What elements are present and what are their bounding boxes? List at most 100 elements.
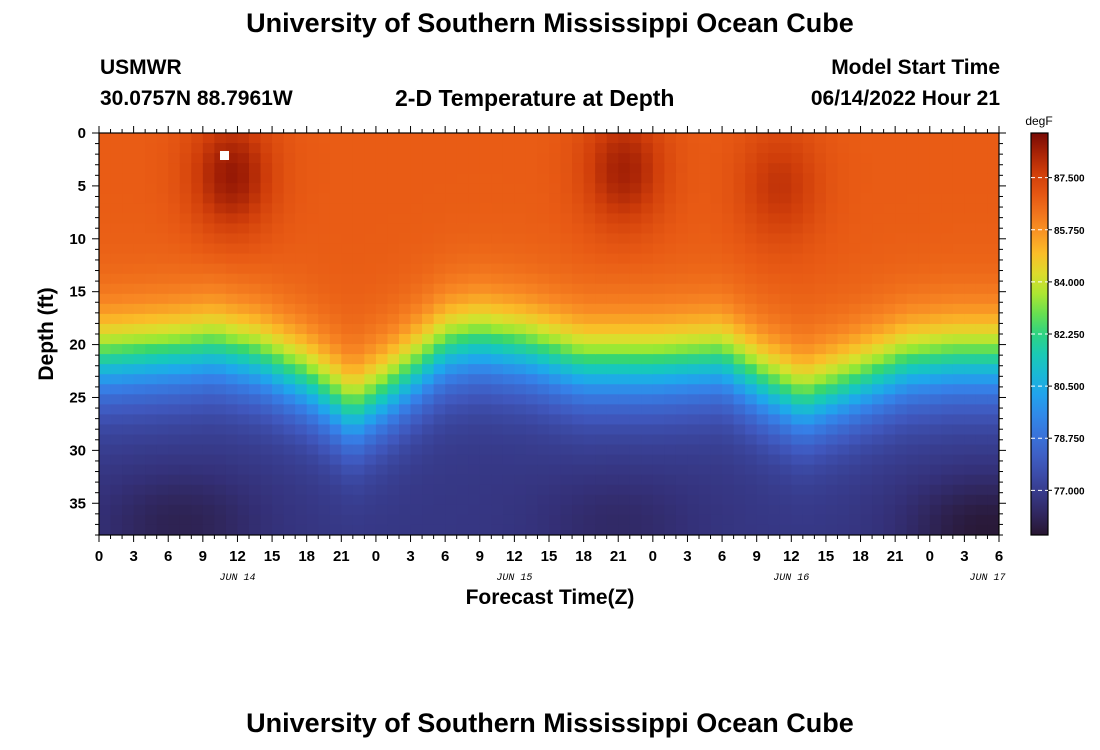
heatmap-cell: [491, 303, 504, 315]
heatmap-cell: [99, 444, 112, 456]
heatmap-cell: [664, 223, 677, 235]
heatmap-cell: [283, 303, 296, 315]
heatmap-cell: [895, 374, 908, 385]
heatmap-cell: [514, 454, 527, 466]
heatmap-cell: [479, 323, 492, 335]
heatmap-cell: [110, 334, 123, 345]
heatmap-cell: [987, 484, 999, 496]
heatmap-cell: [572, 253, 585, 265]
heatmap-cell: [122, 243, 135, 255]
heatmap-cell: [918, 273, 931, 285]
heatmap-cell: [595, 283, 608, 295]
heatmap-cell: [733, 444, 746, 456]
heatmap-cell: [595, 374, 608, 385]
heatmap-cell: [641, 183, 654, 194]
heatmap-cell: [364, 394, 377, 405]
heatmap-cell: [560, 374, 573, 385]
heatmap-cell: [849, 394, 862, 405]
heatmap-cell: [929, 163, 942, 174]
heatmap-cell: [295, 303, 308, 315]
heatmap-cell: [364, 313, 377, 325]
heatmap-cell: [110, 344, 123, 355]
heatmap-cell: [606, 173, 619, 184]
heatmap-cell: [110, 143, 123, 154]
heatmap-cell: [352, 464, 365, 476]
heatmap-cell: [295, 223, 308, 235]
heatmap-cell: [549, 283, 562, 295]
heatmap-cell: [214, 484, 227, 496]
heatmap-cell: [883, 404, 896, 415]
heatmap-cell: [906, 484, 919, 496]
heatmap-cell: [791, 384, 804, 395]
heatmap-cell: [791, 303, 804, 315]
heatmap-cell: [652, 163, 665, 174]
heatmap-cell: [906, 394, 919, 405]
heatmap-cell: [433, 253, 446, 265]
heatmap-cell: [110, 283, 123, 295]
heatmap-cell: [918, 193, 931, 204]
heatmap-cell: [722, 323, 735, 335]
heatmap-cell: [352, 454, 365, 466]
heatmap-cell: [237, 263, 250, 275]
heatmap-cell: [549, 504, 562, 516]
heatmap-cell: [941, 484, 954, 496]
x-tick-label: 18: [575, 548, 592, 565]
heatmap-cell: [179, 374, 192, 385]
x-tick-label: 6: [164, 548, 172, 565]
heatmap-cell: [202, 474, 215, 486]
heatmap-cell: [710, 133, 723, 144]
heatmap-cell: [849, 193, 862, 204]
heatmap-cell: [318, 303, 331, 315]
heatmap-cell: [629, 303, 642, 315]
heatmap-cell: [952, 213, 965, 225]
heatmap-cell: [364, 494, 377, 506]
heatmap-cell: [595, 454, 608, 466]
heatmap-cell: [364, 153, 377, 164]
heatmap-cell: [745, 233, 758, 245]
heatmap-cell: [560, 504, 573, 516]
heatmap-cell: [687, 494, 700, 506]
heatmap-cell: [710, 504, 723, 516]
heatmap-cell: [733, 524, 746, 535]
heatmap-cell: [260, 454, 273, 466]
heatmap-cell: [987, 153, 999, 164]
heatmap-cell: [687, 153, 700, 164]
heatmap-cell: [675, 233, 689, 245]
heatmap-cell: [733, 484, 746, 496]
heatmap-cell: [825, 394, 839, 405]
heatmap-cell: [814, 384, 827, 395]
heatmap-cell: [387, 444, 400, 456]
heatmap-cell: [975, 313, 989, 325]
heatmap-cell: [768, 424, 781, 436]
heatmap-cell: [652, 233, 665, 245]
heatmap-cell: [952, 303, 965, 315]
heatmap-cell: [387, 484, 400, 496]
heatmap-cell: [456, 163, 469, 174]
heatmap-cell: [606, 484, 619, 496]
heatmap-cell: [433, 293, 446, 305]
heatmap-cell: [975, 454, 989, 466]
heatmap-cell: [756, 344, 769, 355]
heatmap-cell: [641, 223, 654, 235]
heatmap-cell: [722, 253, 735, 265]
heatmap-cell: [514, 334, 527, 345]
heatmap-cell: [687, 323, 700, 335]
heatmap-cell: [618, 163, 631, 174]
heatmap-cell: [202, 434, 215, 446]
heatmap-cell: [675, 504, 689, 516]
heatmap-cell: [975, 354, 989, 365]
heatmap-cell: [525, 384, 539, 395]
heatmap-cell: [768, 233, 781, 245]
heatmap-cell: [895, 414, 908, 426]
heatmap-cell: [929, 374, 942, 385]
heatmap-cell: [468, 213, 481, 225]
heatmap-cell: [202, 334, 215, 345]
heatmap-cell: [145, 474, 158, 486]
heatmap-cell: [675, 404, 689, 415]
heatmap-cell: [122, 414, 135, 426]
heatmap-cell: [618, 504, 631, 516]
heatmap-cell: [422, 464, 435, 476]
heatmap-cell: [433, 474, 446, 486]
heatmap-cell: [941, 454, 954, 466]
heatmap-cell: [710, 334, 723, 345]
